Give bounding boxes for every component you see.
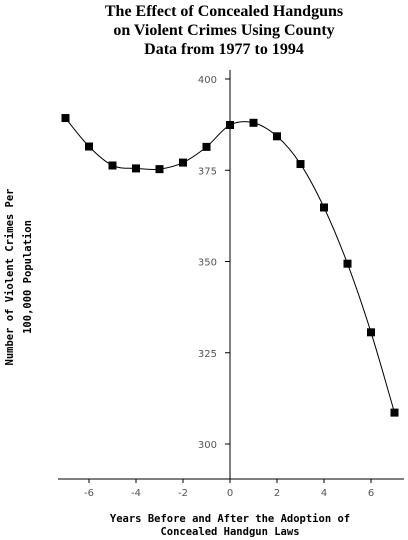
data-point-marker [296,160,305,169]
data-point-marker [202,142,211,151]
x-tick-label: 0 [227,488,233,499]
data-point-marker [61,114,70,123]
y-axis-label: Number of Violent Crimes Per [4,188,16,365]
y-axis-label-line-1: Number of Violent Crimes Per [4,188,16,365]
chart-title-line-2: on Violent Crimes Using County [113,22,334,39]
data-point-marker [155,165,164,174]
x-axis-label: Years Before and After the Adoption of C… [110,513,350,538]
data-point-marker [343,259,352,268]
x-axis-label-line-2: Concealed Handgun Laws [160,526,299,538]
data-point-marker [390,408,399,417]
data-point-marker [273,132,281,141]
data-series [61,114,399,417]
y-ticks: 300 325 350 375 400 [198,75,230,451]
x-tick-label: -2 [178,488,188,499]
data-point-marker [179,158,187,167]
x-tick-label: 6 [368,488,374,499]
x-tick-label: 2 [274,488,280,499]
x-ticks: -6 -4 -2 0 2 4 6 [84,479,374,499]
x-tick-label: 4 [321,488,327,499]
y-tick-label: 375 [198,166,217,177]
data-point-marker [132,164,140,173]
data-point-marker [249,118,258,127]
chart-title-line-3: Data from 1977 to 1994 [144,41,304,58]
data-point-marker [85,142,93,151]
x-axis-label-line-1: Years Before and After the Adoption of [110,513,350,525]
y-tick-label: 325 [198,349,217,360]
data-point-marker [367,328,375,337]
data-point-marker [108,161,117,170]
data-point-marker [320,203,328,212]
chart-title: The Effect of Concealed Handguns on Viol… [105,3,343,58]
x-tick-label: -4 [131,488,141,499]
y-tick-label: 350 [198,258,217,269]
x-tick-label: -6 [84,488,94,499]
y-tick-label: 300 [198,440,217,451]
y-tick-label: 400 [198,75,217,86]
data-point-marker [226,120,234,129]
y-axis-label-line-2: 100,000 Population [22,220,34,334]
y-axis-label-2: 100,000 Population [22,220,34,334]
chart-title-line-1: The Effect of Concealed Handguns [105,3,343,20]
